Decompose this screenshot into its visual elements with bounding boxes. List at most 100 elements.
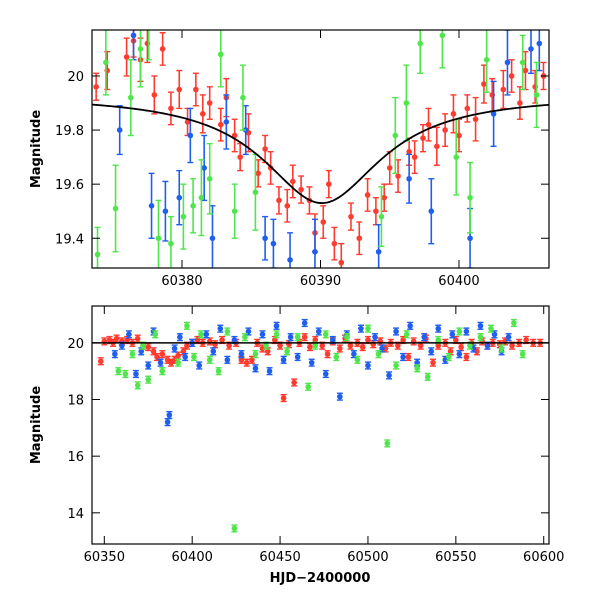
data-point [126, 331, 132, 338]
data-point [511, 320, 517, 326]
data-point [206, 100, 213, 106]
data-point [150, 348, 157, 355]
data-point [264, 348, 271, 355]
y-tick-label: 20 [67, 337, 84, 352]
data-point [312, 342, 319, 349]
data-point [400, 337, 406, 343]
data-point [453, 337, 459, 343]
data-point [324, 351, 331, 357]
data-point [270, 240, 277, 247]
data-point [152, 331, 159, 338]
data-point [420, 135, 426, 141]
data-point [307, 344, 313, 350]
data-point [145, 362, 152, 369]
data-point [435, 337, 442, 343]
y-tick-label: 19.6 [55, 178, 84, 193]
data-point [405, 354, 412, 360]
data-point [238, 351, 245, 357]
data-point [245, 328, 252, 335]
data-point [381, 194, 388, 201]
data-point [280, 395, 287, 401]
data-point [191, 354, 197, 360]
data-point [262, 146, 268, 152]
data-point [393, 362, 399, 369]
data-point [198, 331, 204, 338]
data-point [134, 335, 141, 342]
data-point [308, 359, 315, 366]
data-point [226, 342, 232, 349]
data-point [116, 127, 123, 133]
data-point [523, 337, 529, 343]
data-point [294, 334, 301, 340]
data-point [194, 337, 201, 343]
data-point [533, 92, 540, 98]
data-point [151, 92, 158, 98]
data-point [164, 419, 171, 425]
data-point [519, 351, 526, 357]
top-panel-ticks: 60380 60390 60400 19.4 19.6 19.8 20 [55, 30, 549, 289]
data-point [193, 86, 199, 93]
data-point [175, 352, 181, 359]
data-point [508, 73, 515, 79]
data-point [291, 379, 297, 386]
data-point [491, 331, 498, 338]
data-point [137, 46, 144, 52]
data-point [414, 365, 420, 372]
data-point [411, 154, 418, 160]
data-point [519, 59, 526, 66]
data-point [287, 334, 294, 340]
data-point [472, 116, 479, 123]
data-point [259, 331, 266, 338]
data-point [166, 412, 173, 418]
data-point [298, 186, 304, 193]
data-point [224, 328, 231, 335]
bottom-x-axis-label: HJD−2400000 [270, 571, 371, 586]
data-point [358, 325, 364, 332]
data-point [129, 351, 136, 357]
data-point [351, 351, 357, 357]
data-point [365, 337, 371, 343]
data-point [319, 342, 326, 349]
data-point [375, 248, 382, 255]
data-point [284, 348, 290, 355]
data-point [333, 354, 340, 360]
data-point [176, 194, 183, 201]
data-point [338, 259, 345, 266]
data-point [187, 132, 194, 139]
data-point [223, 119, 230, 125]
data-point [123, 54, 130, 60]
data-point [240, 94, 246, 101]
data-point [122, 371, 129, 377]
y-tick-label: 19.4 [55, 232, 84, 247]
data-point [504, 59, 511, 66]
data-point [372, 334, 378, 340]
data-point [378, 213, 385, 220]
data-point [115, 368, 122, 374]
data-point [434, 143, 440, 150]
data-point [435, 342, 442, 349]
data-point [255, 170, 261, 177]
data-point [517, 100, 523, 106]
data-point [430, 359, 436, 366]
data-point [375, 351, 382, 357]
x-tick-label: 60600 [523, 550, 564, 565]
data-point [500, 86, 507, 93]
data-point [384, 440, 391, 447]
data-point [467, 342, 473, 349]
x-tick-label: 60500 [347, 550, 388, 565]
data-point [348, 213, 354, 220]
data-point [266, 368, 273, 374]
data-point [217, 51, 224, 58]
data-point [182, 354, 188, 360]
data-point [477, 334, 484, 340]
data-point [272, 337, 278, 343]
data-point [483, 56, 490, 63]
top-panel: 60380 60390 60400 19.4 19.6 19.8 20 Magnitude [29, 29, 550, 289]
data-point [322, 331, 329, 338]
data-point [322, 371, 329, 377]
data-point [113, 335, 120, 342]
data-point [301, 334, 308, 340]
data-point [168, 240, 174, 247]
x-tick-label: 60400 [172, 550, 213, 565]
